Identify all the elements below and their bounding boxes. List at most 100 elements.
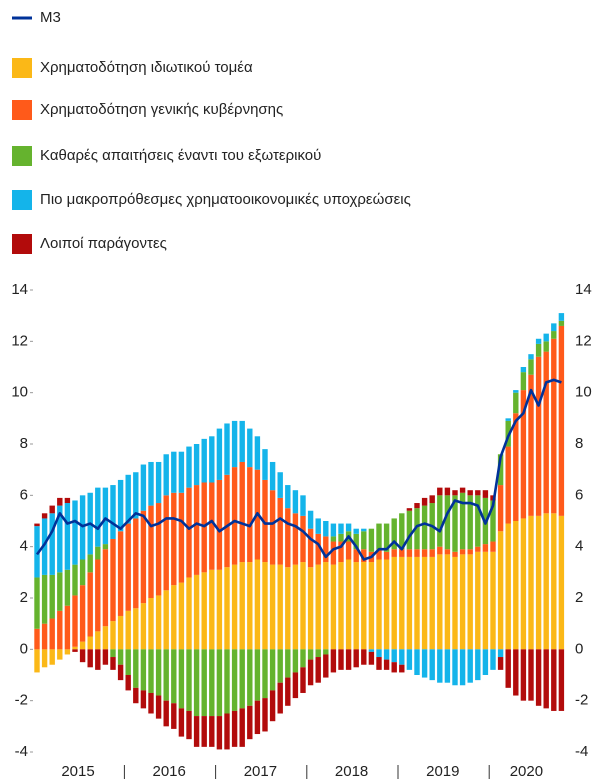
bar-segment: [125, 474, 131, 524]
bar-segment: [421, 649, 428, 678]
legend-label: Χρηματοδότηση γενικής κυβέρνησης: [40, 101, 283, 118]
bar-segment: [361, 549, 367, 563]
bar-segment: [513, 521, 519, 650]
bar-segment: [558, 320, 565, 326]
bar-segment: [345, 559, 352, 650]
bar-segment: [338, 523, 344, 534]
bar-segment: [505, 446, 511, 524]
y2-tick-label: -2: [575, 692, 588, 709]
bar-segment: [330, 564, 337, 650]
bar-segment: [543, 513, 549, 650]
bar-segment: [558, 649, 565, 711]
bar-segment: [315, 564, 321, 650]
bar-segment: [292, 513, 299, 565]
bar-segment: [148, 598, 154, 650]
bar-segment: [41, 518, 48, 575]
bar-segment: [513, 413, 519, 521]
bar-segment: [307, 510, 314, 529]
bar-segment: [338, 562, 344, 650]
bar-segment: [315, 518, 321, 534]
bar-segment: [300, 515, 306, 563]
bar-segment: [41, 623, 48, 650]
bar-segment: [95, 631, 101, 650]
bar-segment: [300, 495, 306, 516]
bar-segment: [79, 585, 86, 642]
bar-segment: [72, 646, 78, 650]
bar-segment: [285, 649, 291, 678]
bar-segment: [535, 649, 542, 706]
x-tick-label: 2016: [153, 763, 186, 780]
bar-segment: [475, 495, 481, 547]
bar-segment: [193, 485, 200, 575]
bar-segment: [155, 461, 162, 504]
bar-segment: [361, 528, 367, 532]
bar-segment: [224, 713, 230, 750]
x-tick-label: 2018: [335, 763, 368, 780]
bar-segment: [315, 649, 321, 658]
bar-segment: [155, 503, 162, 596]
bar-segment: [209, 436, 215, 483]
bar-segment: [482, 544, 489, 552]
bar-segment: [64, 649, 71, 655]
bar-segment: [353, 528, 359, 534]
bar-segment: [140, 510, 147, 604]
bar-segment: [79, 641, 86, 650]
bar-segment: [391, 649, 397, 663]
bar-segment: [520, 367, 527, 373]
bar-segment: [353, 533, 359, 550]
bar-segment: [72, 595, 78, 647]
x-tick-label: 2019: [426, 763, 459, 780]
bar-segment: [497, 485, 504, 532]
y2-tick-label: -4: [575, 743, 588, 760]
bar-segment: [482, 490, 489, 498]
bar-segment: [201, 716, 207, 747]
bar-segment: [513, 390, 519, 393]
bar-segment: [361, 562, 367, 650]
bar-segment: [125, 649, 131, 675]
bar-segment: [368, 528, 375, 552]
bar-segment: [239, 562, 245, 650]
bar-segment: [178, 582, 185, 650]
bar-segment: [193, 649, 200, 717]
bar-segment: [186, 649, 192, 711]
legend-label: Χρηματοδότηση ιδιωτικού τομέα: [40, 59, 253, 76]
bar-segment: [391, 518, 397, 550]
bar-segment: [110, 621, 116, 650]
bar-segment: [87, 649, 93, 668]
bar-segment: [34, 649, 40, 673]
bar-segment: [49, 574, 55, 619]
bar-segment: [307, 567, 314, 650]
bar-segment: [216, 649, 223, 717]
bar-segment: [269, 690, 276, 722]
bar-segment: [497, 657, 504, 670]
bar-segment: [102, 487, 109, 545]
bar-segment: [528, 374, 534, 516]
bar-segment: [155, 695, 162, 719]
x-tick-label: 2020: [510, 763, 543, 780]
bar-segment: [353, 549, 359, 563]
y2-tick-label: 0: [575, 640, 583, 657]
bar-segment: [155, 649, 162, 696]
bar-segment: [376, 649, 382, 658]
bar-segment: [292, 672, 299, 699]
bar-segment: [406, 556, 413, 650]
bar-segment: [399, 556, 405, 650]
bar-segment: [163, 495, 169, 591]
bar-segment: [368, 651, 375, 665]
bar-segment: [193, 444, 200, 486]
bar-segment: [193, 574, 200, 650]
bar-segment: [399, 664, 405, 673]
bar-segment: [224, 649, 230, 714]
y-tick-label: 10: [11, 384, 28, 401]
bar-segment: [383, 559, 390, 650]
legend-swatch: [12, 190, 32, 210]
bar-segment: [414, 503, 420, 509]
bar-segment: [315, 657, 321, 683]
bar-segment: [543, 341, 549, 352]
bar-segment: [361, 531, 367, 550]
y-tick-label: 4: [20, 538, 28, 555]
bar-segment: [41, 574, 48, 624]
bar-segment: [437, 546, 443, 555]
bar-segment: [482, 551, 489, 650]
